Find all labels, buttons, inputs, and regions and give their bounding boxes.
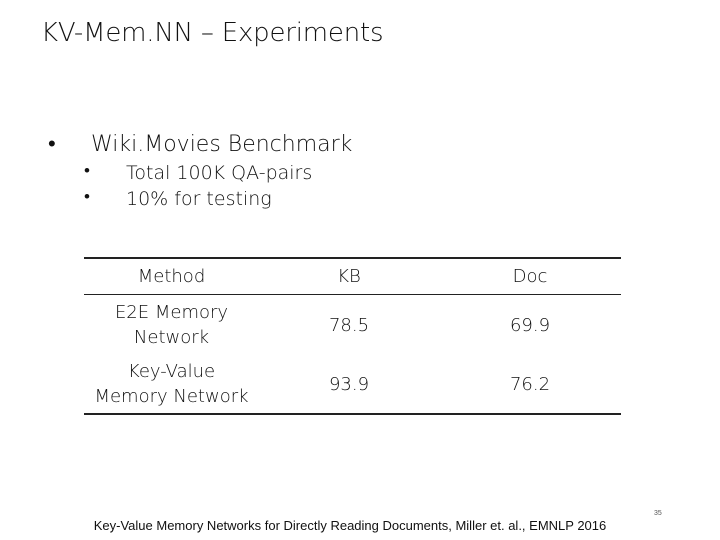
page-number: 35	[654, 510, 662, 517]
sub-bullet-text: 10% for testing	[126, 188, 272, 210]
kb-cell: 93.9	[259, 355, 439, 415]
kb-cell: 78.5	[328, 314, 370, 336]
table-row: E2E Memory Network 78.5 69.9	[84, 295, 621, 356]
sub-bullet-marker: •	[84, 161, 90, 181]
slide-title: KV-Mem.NN – Experiments	[41, 18, 384, 48]
doc-cell: 76.2	[439, 355, 621, 415]
table-row: Key-Value Memory Network 93.9 76.2	[84, 355, 621, 415]
header-doc: Doc	[439, 257, 621, 295]
results-table: Method KB Doc E2E Memory Network 78.5 69…	[84, 257, 621, 415]
method-cell: Key-Value Memory Network	[84, 355, 259, 415]
table-header-row: Method KB Doc	[84, 257, 621, 295]
bullet-marker: •	[48, 132, 56, 157]
method-line: Network	[133, 327, 210, 348]
header-method: Method	[84, 257, 259, 295]
sub-bullet-marker: •	[84, 187, 90, 207]
citation-footer: Key-Value Memory Networks for Directly R…	[93, 518, 607, 533]
method-line: E2E Memory	[114, 302, 229, 323]
header-kb: KB	[259, 257, 439, 295]
doc-cell: 69.9	[509, 314, 551, 336]
method-line: Memory Network	[94, 386, 249, 407]
bullet-text: Wiki.Movies Benchmark	[91, 132, 353, 157]
sub-bullet-text: Total 100K QA-pairs	[126, 162, 313, 184]
method-line: Key-Value	[127, 361, 216, 382]
method-cell: E2E Memory Network	[84, 295, 259, 356]
